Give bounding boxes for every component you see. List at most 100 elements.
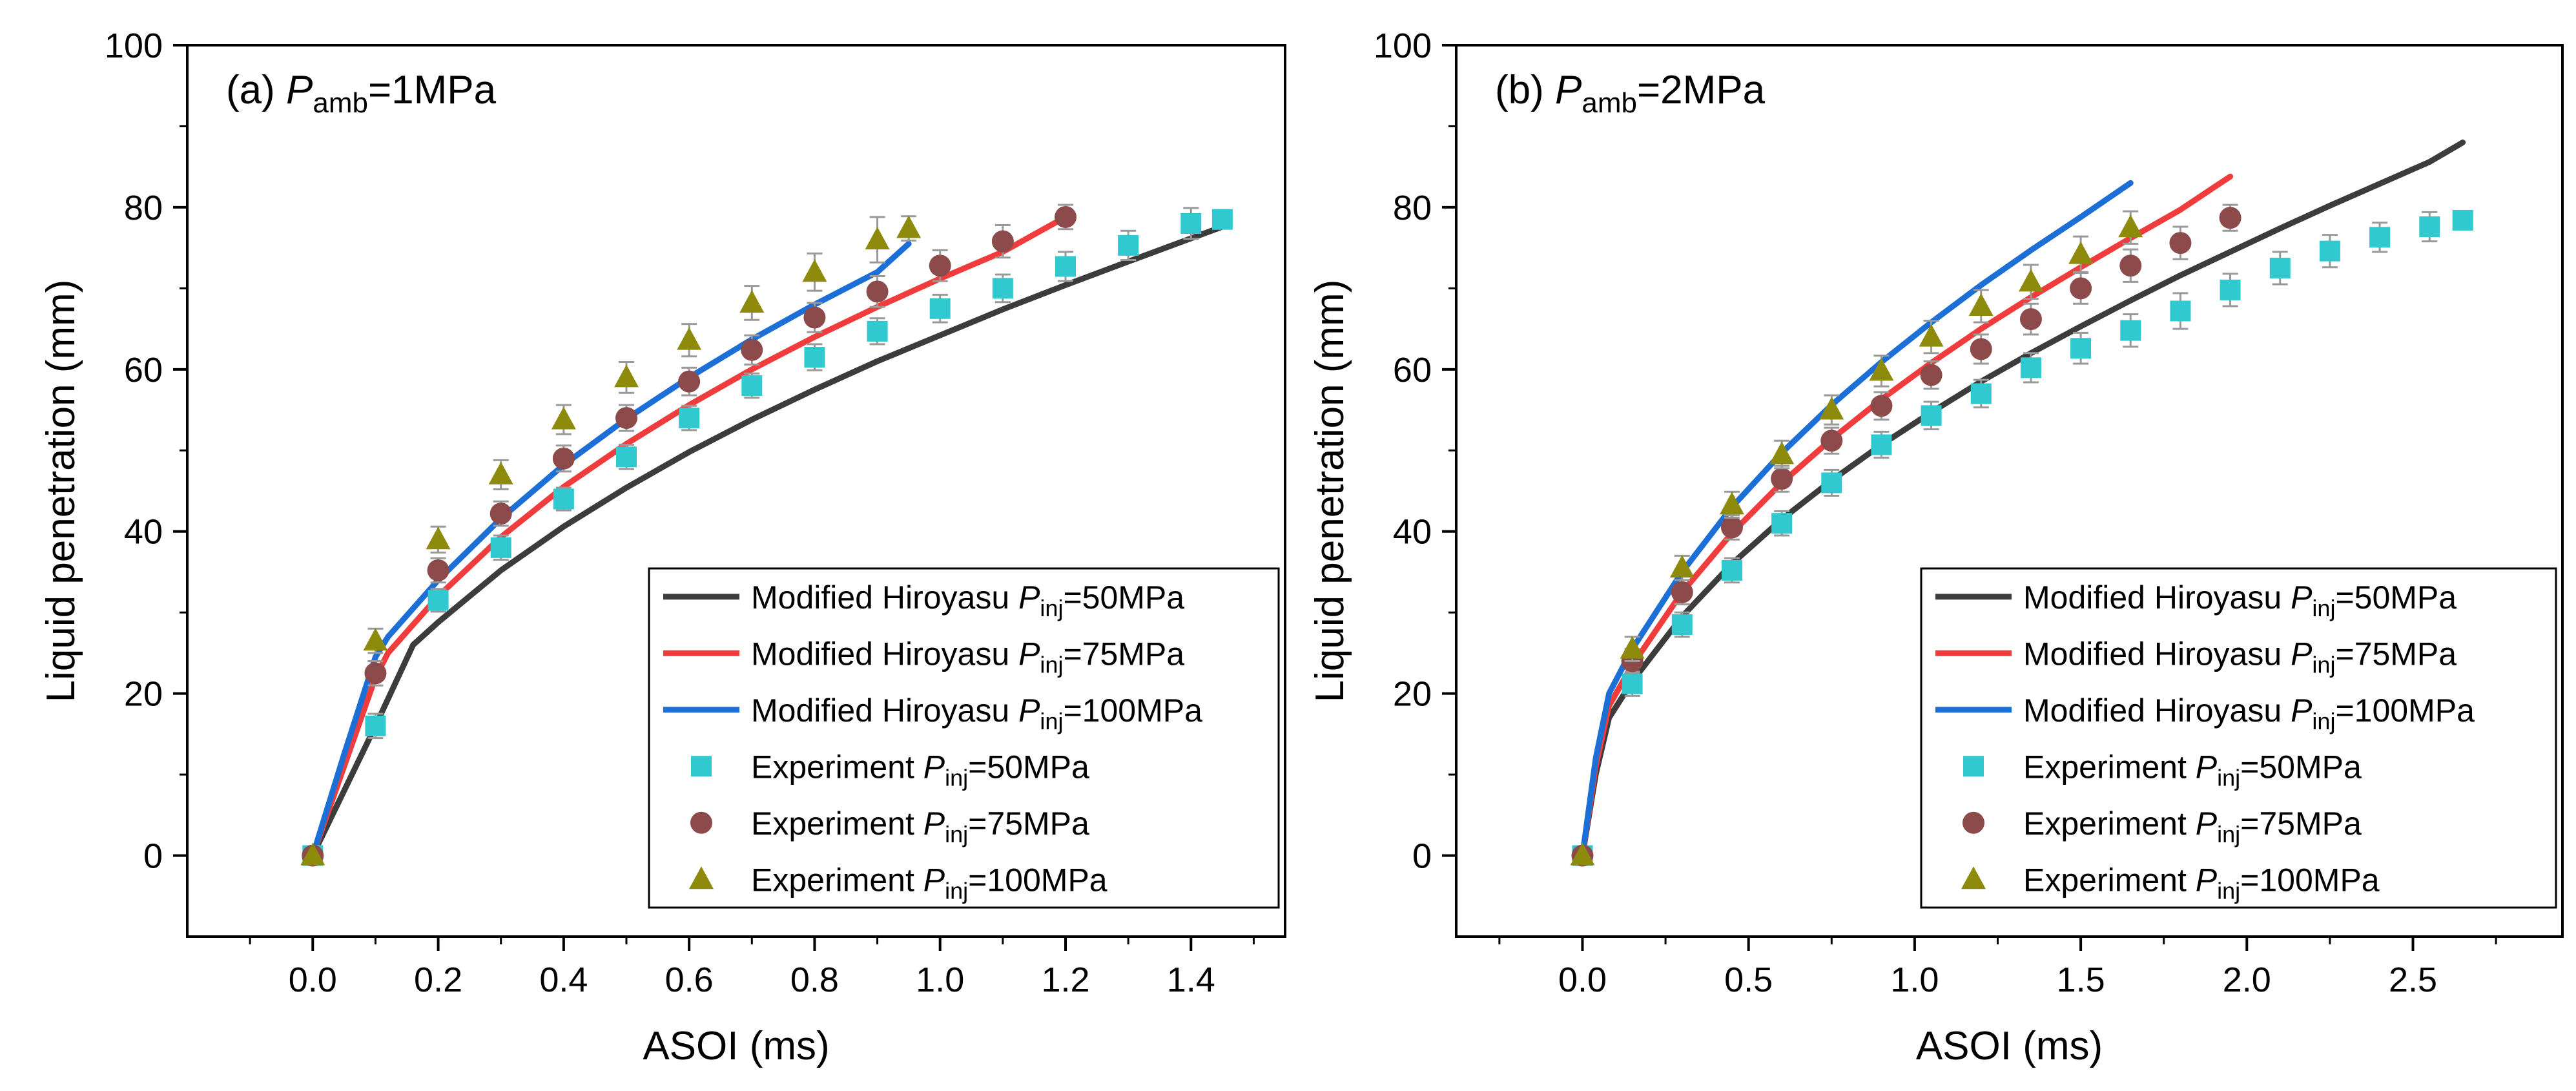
data-point [615, 407, 637, 430]
data-point [2419, 216, 2440, 238]
legend-entry-subscript: inj [2312, 651, 2335, 678]
legend-entry-symbol: P [2196, 862, 2218, 898]
legend-entry-prefix: Modified Hiroyasu [751, 579, 1018, 616]
x-tick-label: 1.0 [1890, 961, 1939, 999]
legend-entry-prefix: Modified Hiroyasu [751, 636, 1018, 672]
series-line [1579, 180, 2134, 859]
data-point [1180, 213, 1202, 234]
legend-entry: Modified Hiroyasu Pinj=75MPa [751, 636, 1184, 678]
data-point [678, 370, 701, 393]
x-tick-label: 2.0 [2223, 961, 2271, 999]
legend-swatch-marker [691, 756, 712, 777]
data-point [2018, 269, 2043, 292]
x-tick-label: 0.0 [1558, 961, 1607, 999]
panel-title-label: (b) [1495, 68, 1555, 112]
series-p75-line [1579, 173, 2234, 859]
legend-entry-prefix: Modified Hiroyasu [2023, 579, 2291, 616]
data-point [2169, 232, 2192, 255]
legend-entry: Experiment Pinj=75MPa [751, 805, 1089, 847]
data-point [1871, 434, 1892, 455]
data-point [1820, 430, 1843, 452]
data-point [489, 503, 512, 525]
legend-entry: Modified Hiroyasu Pinj=100MPa [2023, 692, 2475, 734]
data-point [804, 347, 825, 368]
data-point [1620, 636, 1645, 659]
data-point [741, 375, 763, 396]
legend-entry-symbol: P [2196, 749, 2218, 785]
legend-entry-symbol: P [2291, 579, 2313, 616]
data-point [2120, 320, 2141, 341]
data-point [2319, 240, 2340, 262]
legend-entry-subscript: inj [2217, 821, 2240, 847]
y-tick-label: 0 [143, 837, 163, 876]
data-point [1821, 472, 1842, 494]
data-point [1055, 205, 1077, 228]
panel-title: (b) Pamb=2MPa [1495, 68, 1766, 119]
legend-entry-suffix: =100MPa [1063, 692, 1202, 729]
series-p50-marker [1572, 209, 2473, 866]
legend-box [648, 567, 1280, 909]
data-point [553, 488, 574, 510]
legend-entry-symbol: P [1018, 579, 1040, 616]
data-point [426, 526, 451, 550]
legend-entry: Modified Hiroyasu Pinj=75MPa [2023, 636, 2457, 678]
y-tick-label: 40 [1393, 513, 1432, 552]
y-tick-label: 100 [1374, 26, 1432, 65]
data-point [2070, 277, 2092, 300]
legend-entry-subscript: inj [945, 764, 968, 791]
data-point [679, 408, 700, 429]
panel-title-subscript: amb [313, 87, 368, 119]
legend-entry-subscript: inj [2217, 764, 2240, 791]
legend-entry: Experiment Pinj=100MPa [751, 862, 1108, 904]
y-tick-label: 80 [124, 189, 163, 227]
x-tick-label: 0.8 [790, 961, 839, 999]
legend-swatch-marker [690, 811, 712, 834]
legend-entry-symbol: P [1018, 692, 1040, 729]
legend-entry-suffix: =100MPa [2335, 692, 2475, 729]
legend-entry: Modified Hiroyasu Pinj=50MPa [2023, 579, 2457, 621]
data-point [2119, 255, 2142, 277]
data-point [300, 842, 325, 866]
legend-entry-suffix: =75MPa [968, 805, 1089, 842]
data-point [991, 230, 1014, 253]
series-line [1579, 173, 2234, 859]
legend-entry-suffix: =50MPa [2240, 749, 2362, 785]
series-p100-marker [300, 215, 922, 866]
legend-entry-suffix: =75MPa [1063, 636, 1184, 672]
legend-swatch-marker [1963, 811, 1984, 834]
x-tick-label: 2.5 [2389, 961, 2437, 999]
data-point [677, 327, 702, 350]
data-point [1920, 364, 1942, 386]
legend-entry-prefix: Modified Hiroyasu [2023, 692, 2291, 729]
legend-entry-symbol: P [2291, 692, 2313, 729]
panel-a: 0.0 0.2 0.4 0.6 0.8 1.0 1.2 1.4 0 20 40 60 80 100 ASOI… [39, 26, 1286, 1068]
data-point [1720, 516, 1743, 539]
y-tick-label: 60 [124, 351, 163, 390]
data-point [363, 628, 388, 651]
data-point [427, 559, 449, 581]
plot-frame [1455, 44, 2564, 938]
data-point [1921, 405, 1942, 426]
x-tick-label: 1.2 [1041, 961, 1089, 999]
panel-title-symbol: P [1555, 68, 1582, 112]
data-point [614, 364, 639, 388]
data-point [2068, 241, 2094, 264]
legend-entry-suffix: =100MPa [968, 862, 1108, 898]
legend-entry-subscript: inj [2312, 595, 2335, 621]
legend-entry-symbol: P [1018, 636, 1040, 672]
legend-entry: Modified Hiroyasu Pinj=100MPa [751, 692, 1202, 734]
legend-entry-subscript: inj [1040, 651, 1063, 678]
data-point [1719, 492, 1744, 515]
legend-entry: Experiment Pinj=50MPa [2023, 749, 2362, 791]
legend-entry-subscript: inj [945, 877, 968, 904]
x-tick-label: 1.0 [916, 961, 964, 999]
data-point [929, 255, 951, 277]
data-point [896, 215, 922, 238]
x-tick-label: 0.0 [289, 961, 337, 999]
legend-entry-prefix: Modified Hiroyasu [751, 692, 1018, 729]
legend-entry-subscript: inj [2217, 877, 2240, 904]
x-tick-label: 0.6 [665, 961, 714, 999]
series-p100-marker [1570, 210, 2143, 866]
legend-entry-suffix: =50MPa [1063, 579, 1184, 616]
